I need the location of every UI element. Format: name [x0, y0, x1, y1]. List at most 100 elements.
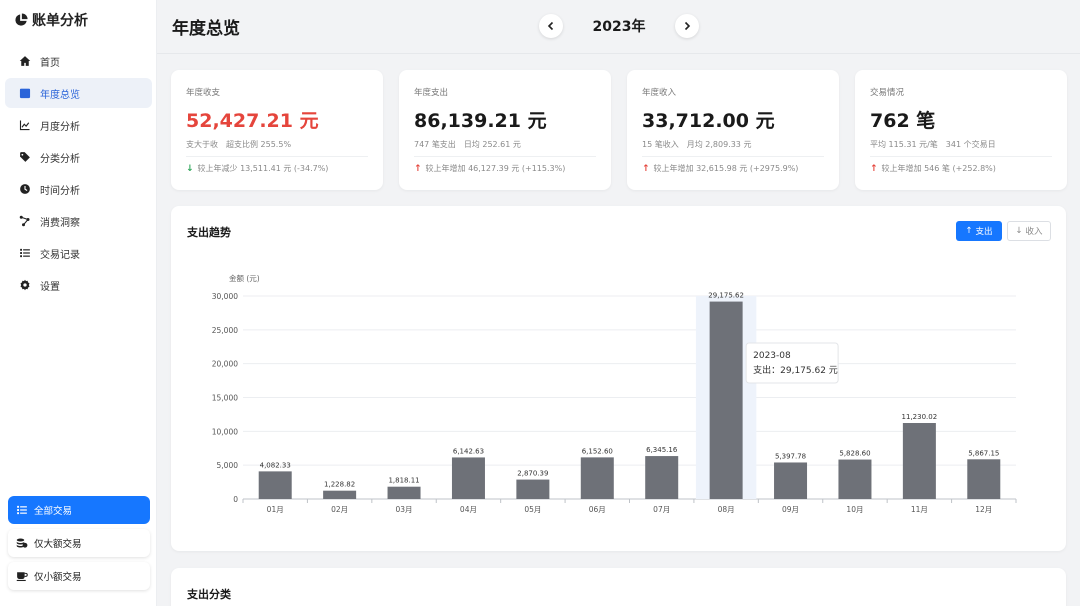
stat-value: 762 笔: [870, 110, 936, 132]
filter-all-transactions[interactable]: 全部交易: [8, 496, 150, 524]
stat-sub-2: 日均 252.61 元: [463, 140, 521, 149]
stat-card-annual-income: 年度收入 33,712.00 元 15 笔收入 月均 2,809.33 元 ↑ 较上…: [627, 70, 839, 190]
chart-tooltip: 2023-08 支出：29,175.62 元: [745, 342, 839, 384]
stat-compare-text: 较上年减少 13,511.41 元 (-34.7%): [197, 164, 329, 173]
stat-card-annual-expense: 年度支出 86,139.21 元 747 笔支出 日均 252.61 元 ↑ 较上年…: [399, 70, 611, 190]
bar-10月[interactable]: [838, 459, 872, 499]
x-tick-label: 08月: [718, 505, 735, 514]
stat-sub-1: 15 笔收入: [642, 140, 679, 149]
sidebar-item-label: 设置: [40, 281, 60, 293]
stat-sub: 747 笔支出 日均 252.61 元: [414, 139, 596, 157]
arrow-up-icon: ↑: [642, 163, 650, 174]
filter-large-transactions[interactable]: 仅大额交易: [8, 529, 150, 557]
data-label: 1,818.11: [388, 477, 419, 485]
bar-11月[interactable]: [902, 423, 936, 499]
bar-09月[interactable]: [774, 462, 808, 499]
bar-03月[interactable]: [387, 486, 421, 499]
stat-card-annual-balance: 年度收支 52,427.21 元 支大于收 超支比例 255.5% ↓ 较上年减少 …: [171, 70, 383, 190]
filter-small-transactions[interactable]: 仅小额交易: [8, 562, 150, 590]
y-tick-label: 25,000: [212, 326, 238, 335]
data-label: 6,152.60: [582, 447, 613, 455]
sidebar-item-monthly-analysis[interactable]: 月度分析: [5, 110, 152, 140]
chevron-right-icon: [684, 21, 691, 31]
sidebar-item-settings[interactable]: 设置: [5, 270, 152, 300]
stat-compare: ↑ 较上年增加 32,615.98 元 (+2975.9%): [642, 163, 824, 174]
stat-label: 年度收支: [186, 88, 221, 98]
bar-08月[interactable]: [709, 301, 743, 499]
sidebar-item-time-analysis[interactable]: 时间分析: [5, 174, 152, 204]
clock-icon: [18, 182, 32, 196]
insight-icon: [18, 214, 32, 228]
stat-label: 年度支出: [414, 88, 449, 98]
year-navigator: 2023年: [539, 14, 699, 38]
sidebar-item-label: 交易记录: [40, 249, 80, 261]
x-tick-label: 06月: [589, 505, 606, 514]
x-tick-label: 02月: [331, 505, 348, 514]
expense-trend-card: 支出趋势 ↑ 支出 ↓ 收入 0 5,000 10,000 15,000 20,000 2…: [171, 206, 1066, 551]
stat-label: 年度收入: [642, 88, 677, 98]
x-tick-label: 04月: [460, 505, 477, 514]
data-label: 29,175.62: [708, 292, 744, 300]
y-tick-label: 0: [233, 495, 238, 504]
bar-12月[interactable]: [967, 459, 1001, 499]
sidebar-item-category-analysis[interactable]: 分类分析: [5, 142, 152, 172]
transaction-filters: 全部交易 仅大额交易 仅小额交易: [8, 496, 150, 595]
filter-label: 全部交易: [34, 506, 73, 517]
stat-compare: ↑ 较上年增加 46,127.39 元 (+115.3%): [414, 163, 596, 174]
sidebar-nav: 首页 年度总览 月度分析 分类分析 时间分析 消费洞察 交易记录 设置: [5, 46, 152, 302]
stat-compare: ↑ 较上年增加 546 笔 (+252.8%): [870, 163, 1052, 174]
stat-sub-1: 支大于收: [186, 140, 218, 149]
sidebar-item-label: 时间分析: [40, 185, 80, 197]
bar-01月[interactable]: [258, 471, 292, 499]
data-label: 11,230.02: [902, 413, 938, 421]
expense-bar-chart: 0 5,000 10,000 15,000 20,000 25,000 30,000 4,0…: [212, 273, 1017, 514]
sidebar-item-home[interactable]: 首页: [5, 46, 152, 76]
bar-04月[interactable]: [451, 457, 485, 499]
arrow-up-icon: ↑: [965, 226, 973, 236]
y-tick-label: 30,000: [212, 292, 238, 301]
toggle-income-label: 收入: [1025, 227, 1043, 237]
arrow-down-icon: ↓: [186, 163, 194, 174]
coins-icon: [16, 537, 28, 549]
tooltip-text: 支出：29,175.62 元: [753, 364, 838, 376]
current-year: 2023年: [592, 19, 646, 35]
bar-05月[interactable]: [516, 479, 550, 499]
list-icon: [18, 246, 32, 260]
stat-sub: 平均 115.31 元/笔 341 个交易日: [870, 139, 1052, 157]
stat-card-transactions: 交易情况 762 笔 平均 115.31 元/笔 341 个交易日 ↑ 较上年增加 …: [855, 70, 1067, 190]
stat-sub-2: 341 个交易日: [945, 140, 996, 149]
data-label: 4,082.33: [260, 461, 291, 469]
chart-title: 支出趋势: [187, 226, 231, 239]
y-tick-label: 5,000: [217, 461, 239, 470]
bar-07月[interactable]: [645, 456, 679, 499]
sidebar-item-annual-overview[interactable]: 年度总览: [5, 78, 152, 108]
x-tick-label: 09月: [782, 505, 799, 514]
sidebar-item-label: 分类分析: [40, 153, 80, 165]
bar-02月[interactable]: [323, 490, 357, 499]
toggle-expense-button[interactable]: ↑ 支出: [956, 221, 1002, 241]
x-tick-label: 07月: [653, 505, 670, 514]
calendar-icon: [18, 86, 32, 100]
tag-icon: [18, 150, 32, 164]
x-tick-label: 05月: [524, 505, 541, 514]
filter-label: 仅小额交易: [34, 572, 82, 583]
stat-compare: ↓ 较上年减少 13,511.41 元 (-34.7%): [186, 163, 368, 174]
category-title: 支出分类: [187, 588, 231, 601]
stat-sub-2: 超支比例 255.5%: [226, 140, 292, 149]
cup-icon: [16, 570, 28, 582]
sidebar-item-consumption-insight[interactable]: 消费洞察: [5, 206, 152, 236]
data-label: 2,870.39: [517, 470, 548, 478]
tooltip-box: [745, 342, 839, 384]
bar-06月[interactable]: [580, 457, 614, 499]
chevron-left-icon: [547, 21, 554, 31]
stat-sub-1: 平均 115.31 元/笔: [870, 140, 938, 149]
stat-label: 交易情况: [870, 88, 905, 98]
sidebar-item-transactions[interactable]: 交易记录: [5, 238, 152, 268]
x-tick-label: 01月: [267, 505, 284, 514]
sidebar-item-label: 消费洞察: [40, 217, 80, 229]
previous-year-button[interactable]: [539, 14, 563, 38]
next-year-button[interactable]: [675, 14, 699, 38]
x-tick-label: 10月: [846, 505, 863, 514]
sidebar: 账单分析 首页 年度总览 月度分析 分类分析 时间分析 消费洞察 交易记录: [0, 0, 157, 606]
toggle-income-button[interactable]: ↓ 收入: [1007, 221, 1051, 241]
